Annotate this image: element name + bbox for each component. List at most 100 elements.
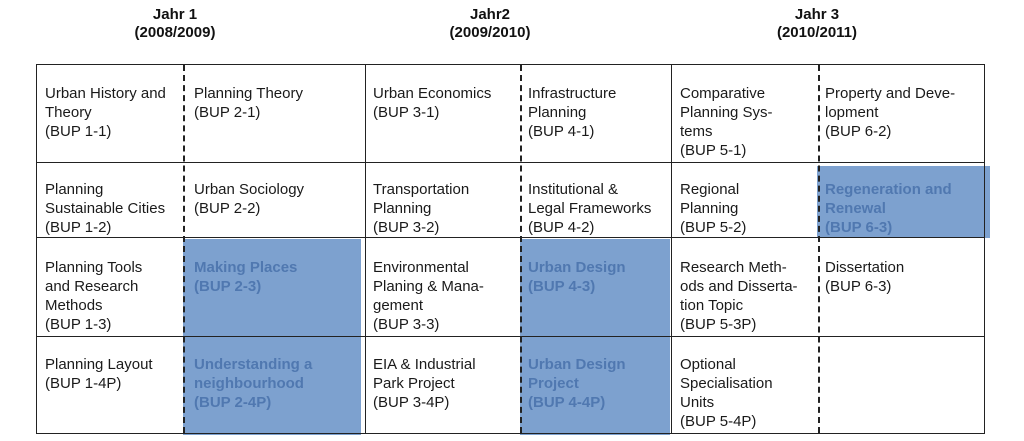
cell-line: (BUP 6-3) bbox=[825, 219, 893, 236]
cell-line: Planning Tools bbox=[45, 259, 143, 276]
cell-line: (BUP 2-4P) bbox=[194, 394, 272, 411]
cell-line: Planning bbox=[680, 200, 739, 217]
divider-year-2-3 bbox=[671, 65, 672, 433]
row-divider-1 bbox=[37, 162, 984, 163]
cell-line: Units bbox=[680, 394, 715, 411]
cell-line: Understanding a bbox=[194, 356, 313, 373]
cell-line: Institutional & bbox=[528, 181, 619, 198]
cell-r4c1: Planning Layout (BUP 1-4P) bbox=[45, 355, 153, 393]
cell-line: tems bbox=[680, 123, 713, 140]
cell-line: lopment bbox=[825, 104, 879, 121]
cell-r3c3: Environmental Planing & Mana-gement (BUP 3… bbox=[373, 258, 484, 334]
cell-line: Legal Frameworks bbox=[528, 200, 652, 217]
cell-line: Planning bbox=[373, 200, 432, 217]
cell-line: Environmental bbox=[373, 259, 469, 276]
highlight-urban-design bbox=[520, 239, 670, 435]
cell-line: Planing & Mana- bbox=[373, 278, 484, 295]
cell-line: Urban Economics bbox=[373, 85, 492, 102]
cell-line: Theory bbox=[45, 104, 92, 121]
cell-line: (BUP 3-2) bbox=[373, 219, 440, 236]
cell-line: Urban History and bbox=[45, 85, 166, 102]
cell-line: (BUP 4-2) bbox=[528, 219, 595, 236]
cell-line: Urban Design bbox=[528, 356, 626, 373]
cell-line: gement bbox=[373, 297, 424, 314]
dashed-divider-2 bbox=[520, 65, 522, 433]
cell-line: Optional bbox=[680, 356, 736, 373]
year-name: Jahr2 bbox=[469, 6, 511, 23]
year-header-1: Jahr 1 (2008/2009) bbox=[110, 6, 240, 42]
cell-r3c2: Making Places (BUP 2-3) bbox=[194, 258, 297, 296]
cell-r3c6: Dissertation (BUP 6-3) bbox=[825, 258, 904, 296]
cell-r1c1: Urban History and Theory (BUP 1-1) bbox=[45, 84, 166, 141]
cell-line: Transportation bbox=[373, 181, 470, 198]
year-header-2: Jahr2 (2009/2010) bbox=[425, 6, 555, 42]
cell-line: Property and Deve- bbox=[825, 85, 956, 102]
cell-r1c3: Urban Economics (BUP 3-1) bbox=[373, 84, 491, 122]
cell-line: Research Meth- bbox=[680, 259, 787, 276]
cell-line: (BUP 1-3) bbox=[45, 316, 112, 333]
cell-r2c3: Transportation Planning (BUP 3-2) bbox=[373, 180, 469, 237]
cell-line: (BUP 4-4P) bbox=[528, 394, 606, 411]
cell-line: (BUP 6-3) bbox=[825, 278, 892, 295]
dashed-divider-3 bbox=[818, 65, 820, 433]
cell-line: Renewal bbox=[825, 200, 886, 217]
cell-r1c2: Planning Theory (BUP 2-1) bbox=[194, 84, 303, 122]
cell-line: (BUP 3-3) bbox=[373, 316, 440, 333]
cell-line: Regeneration and bbox=[825, 181, 952, 198]
cell-line: neighbourhood bbox=[194, 375, 304, 392]
cell-line: tion Topic bbox=[680, 297, 744, 314]
cell-line: (BUP 2-1) bbox=[194, 104, 261, 121]
cell-line: Sustainable Cities bbox=[45, 200, 166, 217]
cell-r3c5: Research Meth-ods and Disserta-tion Topi… bbox=[680, 258, 798, 334]
cell-line: Planning Layout bbox=[45, 356, 153, 373]
cell-r4c3: EIA & Industrial Park Project (BUP 3-4P) bbox=[373, 355, 476, 412]
cell-r2c4: Institutional & Legal Frameworks (BUP 4-2) bbox=[528, 180, 651, 237]
cell-r2c5: Regional Planning (BUP 5-2) bbox=[680, 180, 746, 237]
cell-line: (BUP 5-4P) bbox=[680, 413, 757, 430]
highlight-making-places bbox=[183, 239, 361, 435]
cell-line: and Research bbox=[45, 278, 139, 295]
cell-line: Planning Theory bbox=[194, 85, 303, 102]
cell-line: Project bbox=[528, 375, 579, 392]
cell-line: Planning Sys- bbox=[680, 104, 773, 121]
row-divider-2 bbox=[37, 237, 984, 238]
year-period: (2010/2011) bbox=[776, 24, 858, 41]
cell-line: Planning bbox=[528, 104, 587, 121]
cell-r4c4: Urban Design Project (BUP 4-4P) bbox=[528, 355, 626, 412]
cell-line: (BUP 5-2) bbox=[680, 219, 747, 236]
cell-line: (BUP 6-2) bbox=[825, 123, 892, 140]
cell-line: (BUP 2-2) bbox=[194, 200, 261, 217]
curriculum-table bbox=[36, 64, 985, 434]
cell-r4c2: Understanding a neighbourhood (BUP 2-4P) bbox=[194, 355, 312, 412]
cell-r1c6: Property and Deve-lopment (BUP 6-2) bbox=[825, 84, 955, 141]
year-period: (2009/2010) bbox=[449, 24, 531, 41]
cell-line: Urban Sociology bbox=[194, 181, 305, 198]
highlight-regeneration bbox=[817, 166, 990, 238]
cell-line: Making Places bbox=[194, 259, 298, 276]
cell-line: Regional bbox=[680, 181, 740, 198]
cell-line: Dissertation bbox=[825, 259, 905, 276]
cell-line: (BUP 3-4P) bbox=[373, 394, 450, 411]
cell-line: (BUP 5-1) bbox=[680, 142, 747, 159]
cell-line: Park Project bbox=[373, 375, 455, 392]
cell-line: (BUP 4-3) bbox=[528, 278, 596, 295]
divider-year-1-2 bbox=[365, 65, 366, 433]
year-name: Jahr 3 bbox=[794, 6, 840, 23]
cell-line: EIA & Industrial bbox=[373, 356, 476, 373]
cell-line: (BUP 3-1) bbox=[373, 104, 440, 121]
cell-r3c4: Urban Design (BUP 4-3) bbox=[528, 258, 626, 296]
cell-line: Planning bbox=[45, 181, 104, 198]
cell-r3c1: Planning Tools and Research Methods (BUP 1-… bbox=[45, 258, 142, 334]
cell-line: Comparative bbox=[680, 85, 766, 102]
cell-r2c2: Urban Sociology (BUP 2-2) bbox=[194, 180, 304, 218]
cell-r1c4: Infrastructure Planning (BUP 4-1) bbox=[528, 84, 616, 141]
year-header-3: Jahr 3 (2010/2011) bbox=[752, 6, 882, 42]
year-period: (2008/2009) bbox=[134, 24, 216, 41]
cell-line: Specialisation bbox=[680, 375, 773, 392]
cell-r4c5: Optional Specialisation Units (BUP 5-4P) bbox=[680, 355, 773, 431]
row-divider-3 bbox=[37, 336, 984, 337]
cell-r2c1: Planning Sustainable Cities (BUP 1-2) bbox=[45, 180, 165, 237]
cell-line: (BUP 1-2) bbox=[45, 219, 112, 236]
cell-line: (BUP 1-1) bbox=[45, 123, 112, 140]
cell-line: Urban Design bbox=[528, 259, 626, 276]
